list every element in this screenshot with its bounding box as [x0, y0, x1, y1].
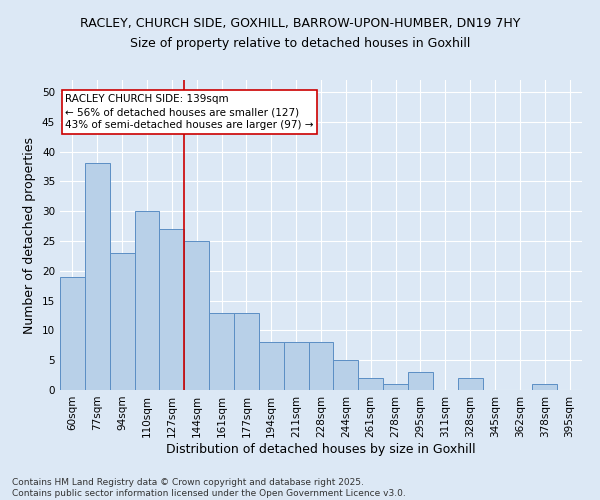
Bar	[234, 312, 259, 390]
Bar	[209, 312, 234, 390]
Bar	[532, 384, 557, 390]
Bar	[308, 342, 334, 390]
Bar	[134, 211, 160, 390]
Bar	[184, 241, 209, 390]
Bar	[85, 164, 110, 390]
Bar	[458, 378, 482, 390]
Bar	[110, 253, 134, 390]
Bar	[60, 276, 85, 390]
X-axis label: Distribution of detached houses by size in Goxhill: Distribution of detached houses by size …	[166, 442, 476, 456]
Bar	[408, 372, 433, 390]
Text: Size of property relative to detached houses in Goxhill: Size of property relative to detached ho…	[130, 38, 470, 51]
Text: Contains HM Land Registry data © Crown copyright and database right 2025.
Contai: Contains HM Land Registry data © Crown c…	[12, 478, 406, 498]
Bar	[259, 342, 284, 390]
Text: RACLEY CHURCH SIDE: 139sqm
← 56% of detached houses are smaller (127)
43% of sem: RACLEY CHURCH SIDE: 139sqm ← 56% of deta…	[65, 94, 314, 130]
Bar	[160, 229, 184, 390]
Bar	[383, 384, 408, 390]
Bar	[284, 342, 308, 390]
Bar	[334, 360, 358, 390]
Text: RACLEY, CHURCH SIDE, GOXHILL, BARROW-UPON-HUMBER, DN19 7HY: RACLEY, CHURCH SIDE, GOXHILL, BARROW-UPO…	[80, 18, 520, 30]
Y-axis label: Number of detached properties: Number of detached properties	[23, 136, 37, 334]
Bar	[358, 378, 383, 390]
